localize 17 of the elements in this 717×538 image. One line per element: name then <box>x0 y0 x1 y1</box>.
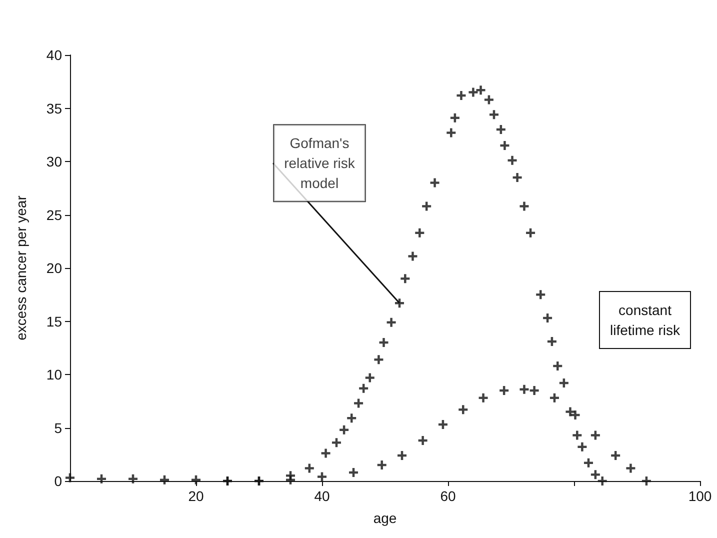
y-tick-label: 25 <box>46 206 62 223</box>
x-axis-title: age <box>373 510 397 526</box>
y-axis-title: excess cancer per year <box>13 195 29 340</box>
annotation: constant lifetime risk <box>610 302 681 338</box>
y-tick-label: 5 <box>54 420 62 436</box>
y-tick-label: 20 <box>46 260 62 276</box>
y-tick-label: 35 <box>46 100 62 116</box>
x-tick-label: 60 <box>440 488 456 504</box>
annotation: Gofman's relative risk model <box>284 135 356 192</box>
x-tick-label: 20 <box>188 488 204 504</box>
y-tick-label: 40 <box>46 47 62 63</box>
y-tick-label: 30 <box>46 154 62 170</box>
x-tick-label: 100 <box>688 488 712 504</box>
x-tick-label: 40 <box>314 488 330 504</box>
y-tick-label: 0 <box>54 473 62 489</box>
y-tick-label: 10 <box>46 366 62 382</box>
y-tick-label: 15 <box>46 313 62 330</box>
